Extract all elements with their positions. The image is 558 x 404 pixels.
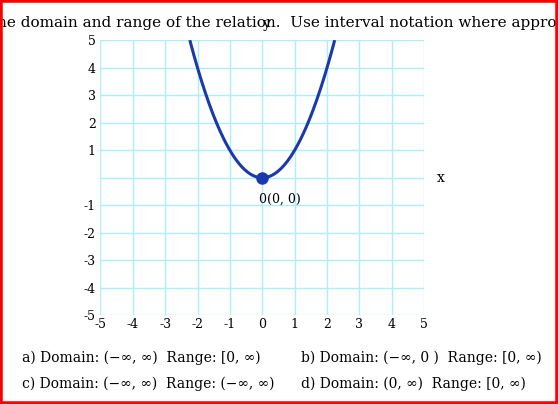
- Text: b) Domain: (−∞, 0 )  Range: [0, ∞): b) Domain: (−∞, 0 ) Range: [0, ∞): [301, 350, 542, 365]
- Text: a) Domain: (−∞, ∞)  Range: [0, ∞): a) Domain: (−∞, ∞) Range: [0, ∞): [22, 350, 261, 365]
- Text: 0: 0: [258, 193, 266, 206]
- Text: d) Domain: (0, ∞)  Range: [0, ∞): d) Domain: (0, ∞) Range: [0, ∞): [301, 377, 526, 391]
- Text: (0, 0): (0, 0): [267, 192, 301, 206]
- Text: c) Domain: (−∞, ∞)  Range: (−∞, ∞): c) Domain: (−∞, ∞) Range: (−∞, ∞): [22, 377, 275, 391]
- Text: Find the domain and range of the relation.  Use interval notation where appropri: Find the domain and range of the relatio…: [0, 16, 558, 30]
- Text: y: y: [263, 17, 271, 31]
- Text: x: x: [437, 171, 445, 185]
